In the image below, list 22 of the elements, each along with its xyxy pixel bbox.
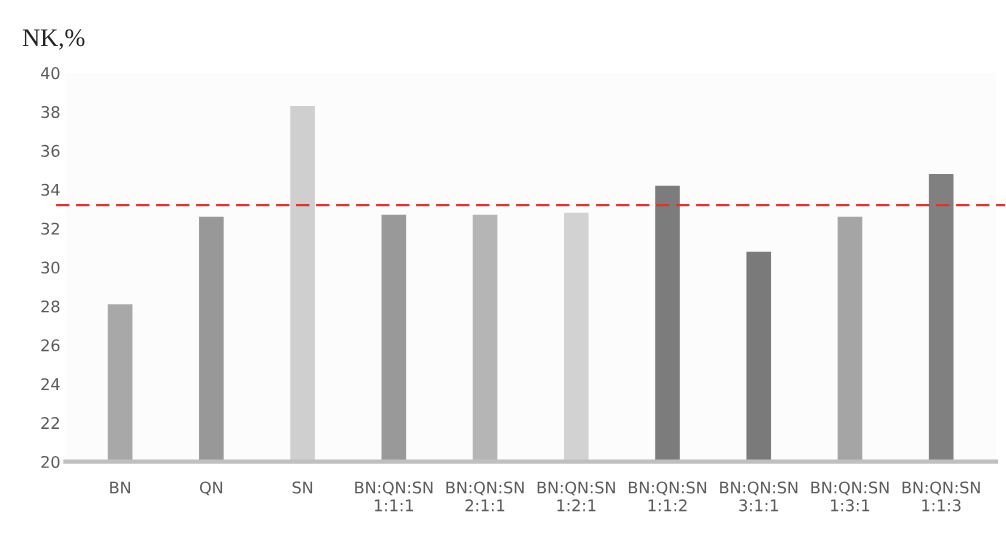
y-tick-label: 20 — [41, 455, 60, 468]
x-tick-label: BN:QN:SN 3:1:1 — [720, 481, 798, 512]
y-tick-label: 34 — [41, 183, 60, 196]
x-tick-label: QN — [199, 481, 223, 496]
y-tick-label: 38 — [41, 105, 60, 119]
x-tick-label: BN — [110, 481, 131, 494]
y-tick-label: 24 — [41, 378, 60, 391]
chart-title: NK,% — [22, 29, 85, 50]
x-tick-label: BN:QN:SN 2:1:1 — [446, 481, 524, 512]
x-tick-label: BN:QN:SN 1:1:3 — [902, 481, 980, 512]
y-tick-label: 22 — [41, 417, 59, 429]
y-tick-label: 36 — [41, 144, 60, 157]
y-tick-label: 32 — [41, 222, 59, 235]
x-tick-label: BN:QN:SN 1:1:2 — [628, 481, 707, 512]
x-tick-label: BN:QN:SN 1:1:1 — [355, 481, 433, 512]
y-tick-label: 30 — [41, 261, 60, 274]
x-tick-label: BN:QN:SN 1:2:1 — [537, 481, 615, 512]
x-tick-label: BN:QN:SN 1:3:1 — [811, 481, 889, 512]
y-tick-label: 40 — [40, 67, 60, 80]
y-tick-label: 26 — [41, 339, 60, 352]
x-tick-label: SN — [292, 481, 313, 494]
y-tick-label: 28 — [41, 300, 60, 313]
